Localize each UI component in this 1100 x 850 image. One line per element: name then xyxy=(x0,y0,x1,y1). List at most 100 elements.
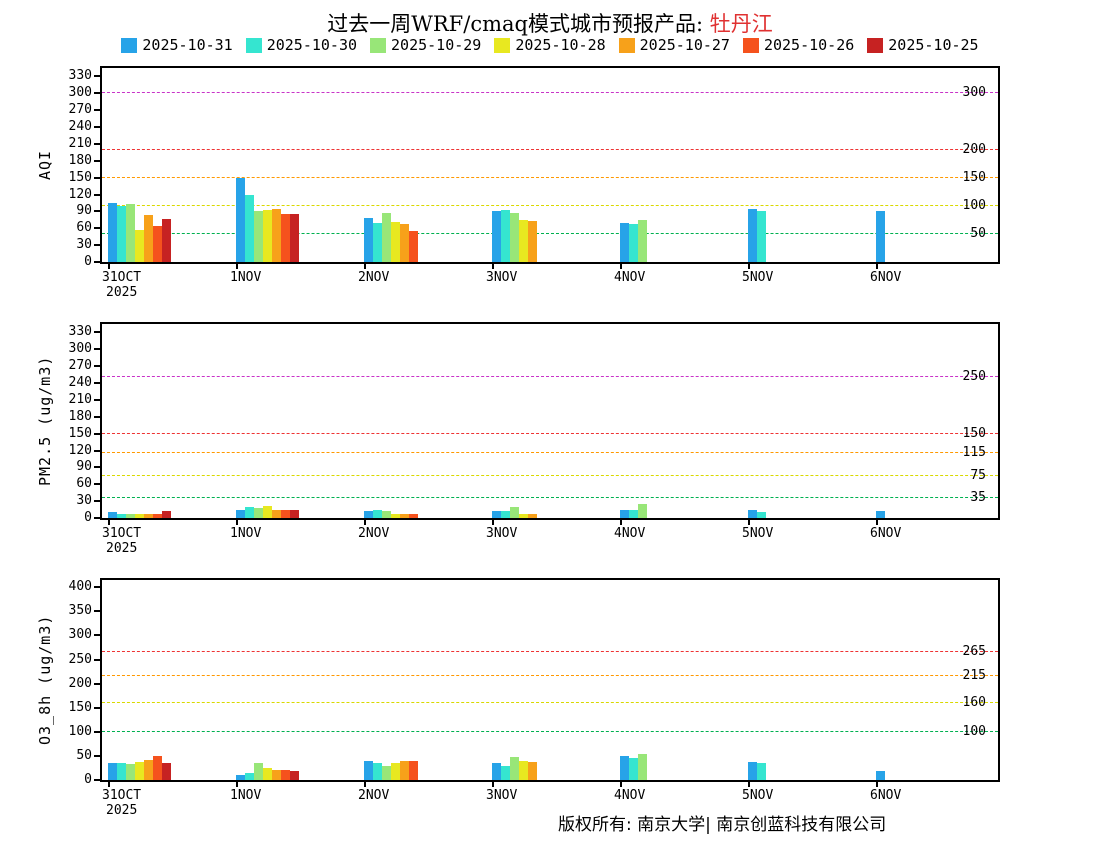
bar xyxy=(382,510,391,518)
x-tick-label: 31OCT xyxy=(102,788,142,803)
y-tick-mark xyxy=(94,483,102,486)
bar xyxy=(519,760,528,780)
y-tick-mark xyxy=(94,586,102,589)
legend-label: 2025-10-31 xyxy=(142,36,233,54)
bar xyxy=(501,511,510,518)
x-tick-label: 5NOV xyxy=(742,788,774,803)
bar xyxy=(245,194,254,262)
bar xyxy=(108,763,117,780)
legend: 2025-10-31 2025-10-30 2025-10-29 2025-10-28… xyxy=(0,36,1100,54)
legend-item: 2025-10-30 xyxy=(245,36,357,54)
x-tick-label: 3NOV xyxy=(486,270,518,285)
bar xyxy=(638,219,647,262)
bar xyxy=(519,513,528,518)
threshold-line xyxy=(102,376,998,378)
bar xyxy=(373,510,382,518)
y-tick-mark xyxy=(94,75,102,78)
x-tick-label: 1NOV xyxy=(230,788,262,803)
threshold-label: 300 xyxy=(962,85,986,101)
y-tick-mark xyxy=(94,331,102,334)
y-tick-mark xyxy=(94,126,102,129)
title-text: 过去一周WRF/cmaq模式城市预报产品: xyxy=(327,12,710,36)
legend-color-swatch xyxy=(742,37,759,53)
threshold-label: 100 xyxy=(962,197,986,213)
y-tick-label: 300 xyxy=(68,85,92,101)
legend-color-swatch xyxy=(494,37,511,53)
y-tick-label: 180 xyxy=(68,152,92,168)
bar xyxy=(748,208,757,262)
threshold-label: 100 xyxy=(962,723,986,739)
x-tick-mark xyxy=(876,262,878,269)
y-tick-mark xyxy=(94,193,102,196)
y-tick-mark xyxy=(94,109,102,112)
bar xyxy=(391,221,400,262)
threshold-line xyxy=(102,730,998,732)
bar xyxy=(620,222,629,262)
y-tick-label: 90 xyxy=(76,459,92,475)
x-tick-mark xyxy=(236,262,238,269)
bar xyxy=(620,509,629,518)
x-tick-mark xyxy=(620,780,622,787)
y-tick-label: 50 xyxy=(76,747,92,763)
bar xyxy=(757,763,766,780)
x-tick-label: 2NOV xyxy=(358,526,390,541)
bar xyxy=(126,204,135,262)
bar xyxy=(236,177,245,262)
bar xyxy=(748,761,757,780)
bar xyxy=(510,506,519,518)
copyright-text: 版权所有: 南京大学| 南京创蓝科技有限公司 xyxy=(558,815,887,835)
bar xyxy=(364,760,373,780)
y-tick-mark xyxy=(94,730,102,733)
y-tick-label: 150 xyxy=(68,425,92,441)
bar xyxy=(135,514,144,518)
x-tick-mark xyxy=(236,780,238,787)
x-tick-label: 4NOV xyxy=(614,526,646,541)
y-tick-label: 150 xyxy=(68,169,92,185)
legend-color-swatch xyxy=(618,37,635,53)
threshold-label: 150 xyxy=(962,169,986,185)
x-year-label: 2025 xyxy=(106,285,138,300)
y-tick-label: 250 xyxy=(68,651,92,667)
y-tick-label: 350 xyxy=(68,603,92,619)
bar xyxy=(528,220,537,262)
bar xyxy=(409,760,418,780)
y-tick-label: 90 xyxy=(76,203,92,219)
x-tick-mark xyxy=(108,518,110,525)
threshold-line xyxy=(102,701,998,703)
bar xyxy=(876,511,885,518)
bar xyxy=(373,763,382,780)
bar xyxy=(510,756,519,780)
x-tick-label: 2NOV xyxy=(358,270,390,285)
x-tick-mark xyxy=(620,518,622,525)
bar xyxy=(263,767,272,780)
y-tick-mark xyxy=(94,365,102,368)
y-tick-label: 400 xyxy=(68,579,92,595)
threshold-line xyxy=(102,452,998,454)
y-tick-label: 270 xyxy=(68,358,92,374)
bar xyxy=(629,509,638,518)
y-tick-mark xyxy=(94,176,102,179)
bar xyxy=(364,218,373,262)
threshold-line xyxy=(102,474,998,476)
x-tick-label: 31OCT xyxy=(102,526,142,541)
y-tick-mark xyxy=(94,159,102,162)
chart-pm25: PM2.5 (ug/m3) 0 30 60 90 120 150 180 210 240 270 30… xyxy=(36,322,1000,556)
x-tick-label: 5NOV xyxy=(742,270,774,285)
bar xyxy=(281,770,290,780)
y-tick-label: 0 xyxy=(84,510,92,525)
bar xyxy=(373,222,382,262)
bar xyxy=(400,223,409,262)
bar xyxy=(492,510,501,518)
bar xyxy=(162,511,171,518)
threshold-line xyxy=(102,176,998,178)
x-tick-label: 31OCT xyxy=(102,270,142,285)
x-tick-mark xyxy=(748,518,750,525)
threshold-line xyxy=(102,432,998,434)
title-city-name: 牡丹江 xyxy=(709,12,773,36)
threshold-label: 160 xyxy=(962,694,986,710)
bar xyxy=(638,503,647,518)
x-tick-mark xyxy=(748,780,750,787)
y-tick-mark xyxy=(94,398,102,401)
x-tick-mark xyxy=(108,262,110,269)
bar xyxy=(391,513,400,518)
